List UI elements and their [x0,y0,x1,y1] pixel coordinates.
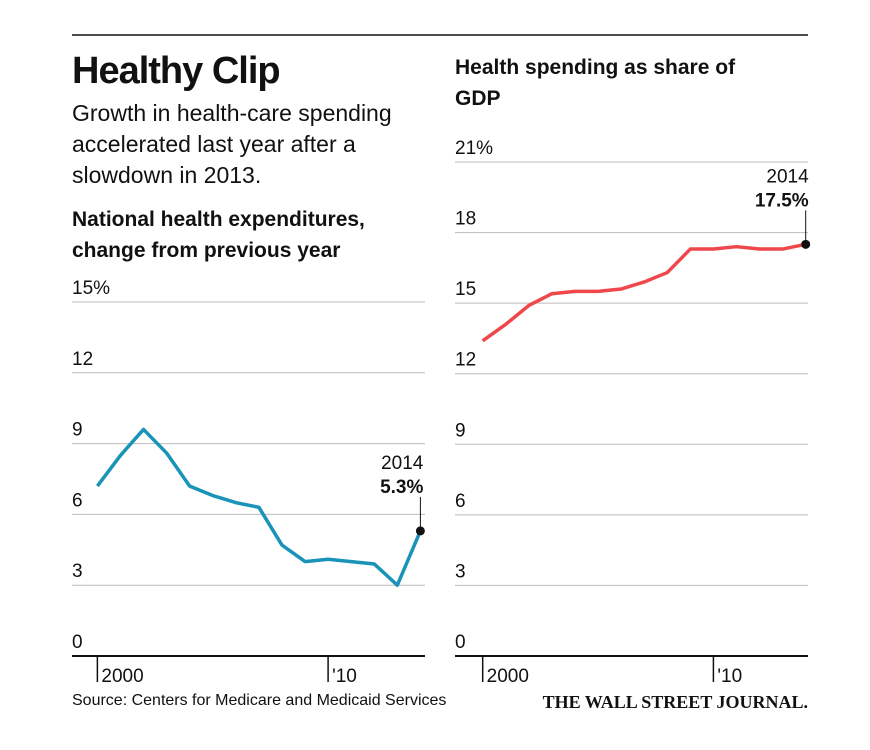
y-tick-label: 15 [455,279,476,300]
title: Healthy Clip [72,50,281,92]
y-tick-label: 15% [72,278,110,299]
y-tick-label: 18 [455,209,476,230]
x-tick-label: '10 [717,666,742,687]
line [95,427,422,587]
y-tick-label: 21% [455,138,493,159]
subtitle: Growth in health-care spending accelerat… [72,100,392,188]
y-tick-label: 3 [455,561,466,582]
value-label: 5.3% [380,477,423,498]
source: Source: Centers for Medicare and Medicai… [72,692,447,709]
end-point [415,526,425,536]
y-tick-label: 0 [72,632,83,653]
x-tick-label: '10 [332,666,357,687]
y-tick-label: 3 [72,561,83,582]
y-tick-label: 6 [72,490,83,511]
x-tick-label: 2000 [487,666,529,687]
annotation: 2014 [766,166,809,187]
y-tick-label: 6 [455,491,466,512]
y-tick-label: 9 [455,420,466,441]
end-point [801,239,811,249]
y-tick-label: 0 [455,632,466,653]
annotation: 2014 [381,453,424,474]
chart-title: Health spending as share of GDP [455,56,736,110]
y-tick-label: 9 [72,420,83,441]
publisher: THE WALL STREET JOURNAL. [542,692,808,712]
y-tick-label: 12 [455,350,476,371]
chart-title: National health expenditures, change fro… [72,208,365,262]
line [481,242,807,343]
x-tick-label: 2000 [101,666,143,687]
value-label: 17.5% [755,190,809,211]
y-tick-label: 12 [72,349,93,370]
